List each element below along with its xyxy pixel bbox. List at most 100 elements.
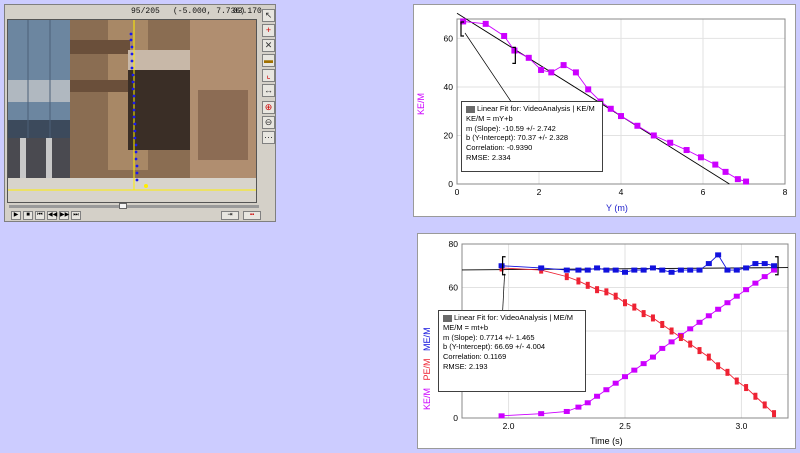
x-tick-label: 2.0	[503, 421, 515, 431]
ke-data-point	[538, 66, 545, 73]
ke-data-point	[715, 306, 722, 312]
me-data-point	[584, 267, 591, 273]
pe-data-point	[650, 314, 655, 322]
zoom-out-tool-button[interactable]: ⊖	[262, 116, 275, 129]
graph2-linear-fit-box[interactable]: Linear Fit for: VideoAnalysis | ME/M ME/…	[438, 310, 586, 392]
y-tick-label: 40	[444, 82, 454, 92]
graph1-xlabel: Y (m)	[606, 203, 628, 213]
zoom-in-tool-button[interactable]: ⊕	[262, 101, 275, 114]
graph2-xlabel: Time (s)	[590, 436, 623, 446]
play-button[interactable]: ▶	[11, 211, 21, 220]
rewind-start-button[interactable]: ⏮	[35, 211, 45, 220]
skip-end-icon: ⏭	[73, 212, 79, 218]
step-forward-button[interactable]: ▶▶	[59, 211, 69, 220]
ke-data-point	[734, 176, 741, 183]
graph1-ylabel: KE/M	[416, 92, 426, 115]
ke-data-point	[634, 122, 641, 129]
ke-data-point	[712, 161, 719, 168]
me-data-point	[622, 269, 628, 275]
fit-equation: ME/M = mt+b	[443, 322, 489, 332]
arrow-tool-button[interactable]: ↖	[262, 9, 275, 22]
fit-intercept: b (Y-Intercept): 70.37 +/- 2.328	[466, 133, 569, 143]
me-data-point	[594, 265, 601, 271]
ke-vs-y-graph-window[interactable]: 0 2 4 6 8 0 20 40 60 KE/M Y (m) Linear Fit for: …	[413, 4, 796, 217]
eraser-icon: ✕	[264, 40, 273, 50]
fit-box-icon	[443, 314, 452, 322]
ke-data-point	[696, 319, 703, 325]
ke-data-point	[650, 132, 657, 139]
pe-data-point	[660, 320, 665, 328]
play-icon: ▶	[13, 212, 19, 218]
me-data-point	[724, 267, 731, 273]
step-back-button[interactable]: ◀◀	[47, 211, 57, 220]
photo-distance-tool-button[interactable]: ↔	[262, 84, 275, 97]
fit-title: Linear Fit for: VideoAnalysis | KE/M	[466, 104, 598, 114]
me-data-point	[761, 261, 768, 267]
me-data-point	[696, 267, 703, 273]
ke-data-point	[683, 147, 690, 154]
ke-data-point	[560, 62, 567, 69]
video-scrubber-thumb[interactable]	[119, 203, 127, 209]
ke-data-point	[631, 367, 638, 373]
step-back-icon: ◀◀	[48, 212, 58, 218]
time-readout: 03.170	[233, 7, 262, 16]
frame-counter: 95/205	[131, 7, 160, 16]
ke-data-point	[724, 300, 731, 306]
ke-data-point	[525, 54, 532, 61]
enable-analysis-button[interactable]: ▪▪	[243, 211, 261, 220]
origin-axes-icon: ⌞	[266, 70, 271, 80]
ke-data-point	[612, 380, 619, 386]
ke-data-point	[622, 374, 628, 380]
stop-icon: ■	[26, 212, 30, 218]
ke-data-point	[722, 168, 729, 175]
origin-tool-button[interactable]: ⌞	[262, 69, 275, 82]
stop-button[interactable]: ■	[23, 211, 33, 220]
coordinate-readout: (-5.000, 7.736)	[173, 7, 246, 16]
pe-data-point	[706, 353, 711, 361]
ke-data-point	[548, 69, 555, 76]
me-data-point	[659, 267, 666, 273]
me-data-point	[538, 265, 545, 271]
trail-tool-button[interactable]: ⋯	[262, 131, 275, 144]
graph2-ylabel-group: KE/M PE/M ME/M	[422, 327, 432, 410]
analysis-icon: ▪▪	[249, 212, 255, 218]
fit-box-leader	[502, 273, 505, 313]
zoom-out-icon: ⊖	[264, 117, 273, 127]
graph1-linear-fit-box[interactable]: Linear Fit for: VideoAnalysis | KE/M KE/…	[461, 101, 603, 172]
me-data-point	[498, 263, 505, 269]
ke-data-point	[572, 69, 579, 76]
ke-data-point	[743, 178, 750, 185]
ke-data-point	[511, 47, 518, 54]
ke-data-point	[585, 86, 592, 93]
ke-data-point	[594, 393, 601, 399]
energy-vs-time-graph-window[interactable]: 2.02.53.0020406080 KE/M PE/M ME/M Time (…	[417, 233, 796, 449]
pe-data-point	[688, 340, 693, 348]
y-tick-label: 60	[449, 283, 459, 293]
skip-back-icon: ⏮	[37, 212, 43, 218]
delete-point-tool-button[interactable]: ✕	[262, 39, 275, 52]
fit-line	[456, 12, 730, 185]
ke-vs-y-chart[interactable]: 0 2 4 6 8 0 20 40 60	[414, 5, 795, 216]
pe-data-point	[564, 273, 569, 281]
me-data-point	[612, 267, 619, 273]
me-data-point	[743, 265, 750, 271]
video-scrubber-track[interactable]	[9, 205, 259, 208]
frame-step-settings-button[interactable]: ⇥	[221, 211, 239, 220]
fit-slope: m (Slope): 0.7714 +/- 1.465	[443, 332, 535, 342]
fit-line	[461, 267, 789, 271]
ke-data-point	[584, 400, 591, 406]
frame-settings-icon: ⇥	[227, 212, 233, 218]
pe-data-point	[725, 368, 730, 376]
pe-data-point	[585, 281, 590, 289]
fit-correlation: Correlation: 0.1169	[443, 352, 507, 362]
skip-end-button[interactable]: ⏭	[71, 211, 81, 220]
add-point-tool-button[interactable]: +	[262, 24, 275, 37]
ke-data-point	[667, 139, 674, 146]
video-frame-image	[8, 20, 256, 202]
x-tick-label: 8	[783, 187, 788, 197]
scale-tool-button[interactable]: ▬	[262, 54, 275, 67]
video-frame[interactable]	[7, 19, 257, 203]
fit-range-bracket-right	[512, 46, 516, 64]
step-forward-icon: ▶▶	[60, 212, 70, 218]
ke-data-point	[733, 293, 740, 299]
